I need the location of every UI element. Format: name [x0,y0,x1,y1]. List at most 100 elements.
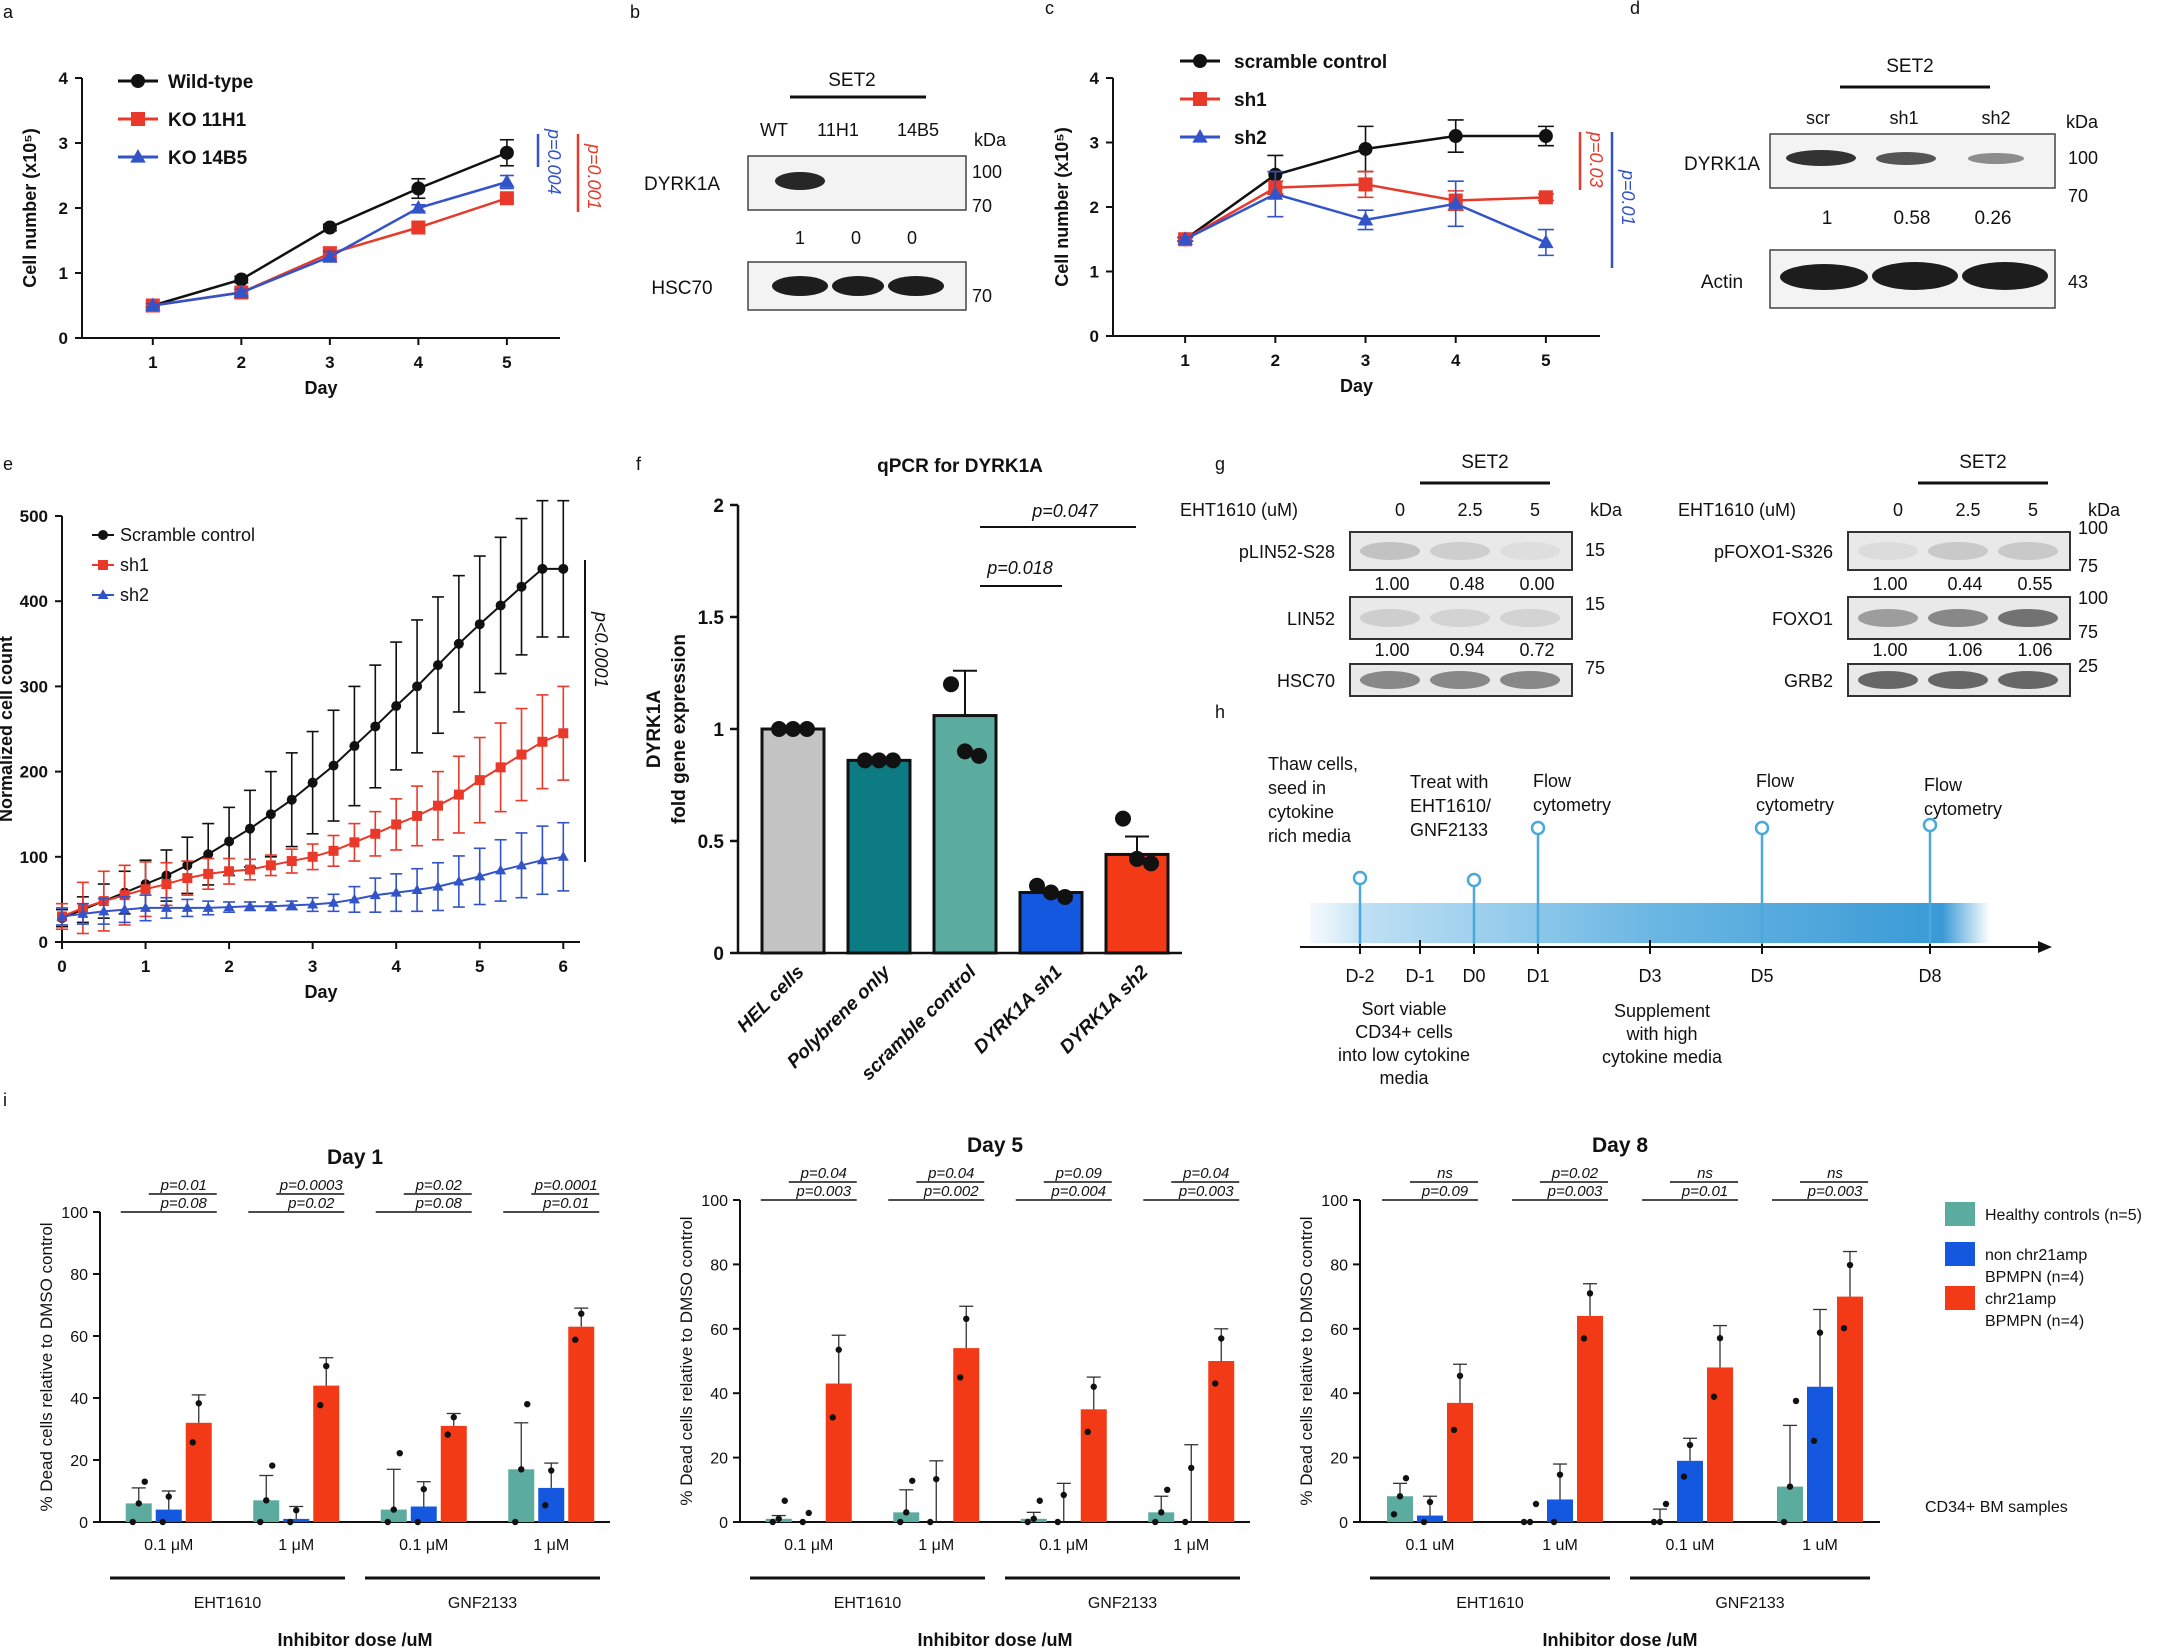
point-e-1-24 [558,728,569,739]
blot-g2-header: SET2 [1959,452,2007,473]
dot-i2 [903,1509,910,1516]
legend-marker-e-0 [98,530,108,540]
point-a-2-0 [145,297,161,312]
ytick-label-i2: 100 [701,1193,728,1210]
xlabel-i2: Inhibitor dose /uM [918,1630,1073,1649]
dot-i2 [1164,1486,1171,1494]
timeline-arrowhead [2038,941,2052,953]
dot-i1 [450,1414,457,1421]
blot-g1-protein: HSC70 [1277,671,1335,691]
blot-g2-membrane [1847,596,2071,640]
pvalue-i2-2-b: p=0.004 [1050,1183,1106,1200]
point-e-2-3 [119,903,131,914]
bar-i3-0-0 [1387,1496,1413,1522]
bar-i1-0-1 [155,1509,182,1522]
point-e-1-6 [182,873,193,884]
ylabel-i2: % Dead cells relative to DMSO control [677,1216,696,1505]
panel-letter-i: i [3,1090,7,1110]
point-e-0-14 [349,741,360,752]
xtick-label-e: 4 [391,957,401,976]
dot-i2 [927,1518,934,1526]
group-label-i1-0: 0.1 μM [144,1537,193,1554]
dot-i1 [578,1310,585,1317]
timeline-text-thaw: rich media [1268,826,1352,846]
blot-g1-band [1430,671,1490,689]
ytick-label-i2: 20 [710,1451,728,1468]
bar-i1-0-0 [125,1503,152,1522]
point-e-1-10 [265,860,276,871]
point-e-1-9 [244,864,255,875]
xtick-label-f-4: DYRK1A sh2 [1056,961,1153,1058]
legend-marker-a-1 [131,112,145,126]
pvalue-i3-1-b: p=0.003 [1547,1183,1603,1200]
point-e-0-10 [265,809,276,820]
ytick-label-e: 500 [20,507,48,526]
blot-d-protein-2: Actin [1701,272,1743,293]
point-a-0-3 [411,181,426,196]
point-e-2-21 [495,864,507,875]
blot-b-lane: WT [760,120,788,140]
group-label-i2-3: 1 μM [1173,1537,1209,1554]
blot-d-marker: 70 [2068,186,2088,206]
blot-g1-marker: 15 [1585,594,1605,614]
point-e-0-16 [391,700,402,711]
bar-i2-3-2 [1208,1361,1235,1522]
point-a-2-2 [322,248,338,263]
blot-g1-lane: 5 [1530,500,1540,520]
timeline-text-treat: GNF2133 [1410,820,1488,840]
point-e-1-11 [286,856,297,867]
pvalue-i2-3-a: p=0.04 [1182,1165,1229,1182]
dot-f-2-2 [971,747,987,764]
ytick-label-i1: 0 [79,1515,88,1532]
dot-i1 [263,1497,270,1504]
blot-g2-quant1: 0.44 [1947,574,1982,594]
bar-i3-3-0 [1777,1486,1803,1522]
point-e-0-18 [432,660,443,671]
point-e-2-7 [202,902,214,912]
bar-i1-2-1 [410,1506,437,1522]
point-e-1-14 [349,837,360,848]
point-c-1-4 [1538,190,1553,205]
dot-i2 [1084,1428,1091,1436]
ytick-label-c: 0 [1090,327,1099,346]
point-c-2-3 [1448,195,1464,210]
point-e-2-9 [244,900,256,911]
blot-b-marker: 70 [972,196,992,216]
legend-marker-e-1 [98,560,108,570]
point-e-0-8 [224,836,235,847]
blot-b-band [775,172,825,190]
timeline-text-supplement: Supplement [1614,1001,1710,1021]
point-e-1-5 [161,879,172,890]
bar-f-3 [1018,891,1084,955]
blot-b-protein-2: HSC70 [651,278,712,299]
note-i: CD34+ BM samples [1925,1499,2068,1516]
pvalue-i2-3-b: p=0.003 [1178,1183,1234,1200]
bar-i1-2-2 [440,1425,467,1522]
pvalue-f-1: p=0.018 [986,558,1053,578]
point-e-1-16 [391,819,402,830]
pvalue-c-2: p=0.01 [1618,169,1638,226]
xtick-label-f-3: DYRK1A sh1 [970,962,1066,1058]
ytick-label-i2: 60 [710,1322,728,1339]
point-e-2-10 [265,900,277,911]
series-line-a-2 [152,180,508,307]
blot-d-band [1786,150,1856,166]
group-label-i2-0: 0.1 μM [784,1537,833,1554]
dot-i2 [1060,1491,1067,1499]
dot-i1 [518,1466,525,1473]
pvalue-i2-0-b: p=0.003 [795,1183,851,1200]
blot-g1-membrane [1349,531,1573,571]
timeline-pin-head [1754,820,1770,836]
blot-b-lane: 11H1 [817,120,859,140]
dot-f-4-0 [1115,810,1131,827]
blot-g1-protein: LIN52 [1287,609,1335,629]
blot-g1-lane: 2.5 [1457,500,1482,520]
timeline-day-D-2: D-2 [1345,966,1374,986]
point-e-2-17 [411,884,423,895]
xtick-label-a: 2 [237,353,246,372]
timeline-pin-head [1466,872,1482,888]
xtick-label-a: 4 [414,353,424,372]
dot-i2 [897,1518,904,1526]
blot-b-header: SET2 [828,70,876,91]
dot-f-2-0 [943,676,959,693]
